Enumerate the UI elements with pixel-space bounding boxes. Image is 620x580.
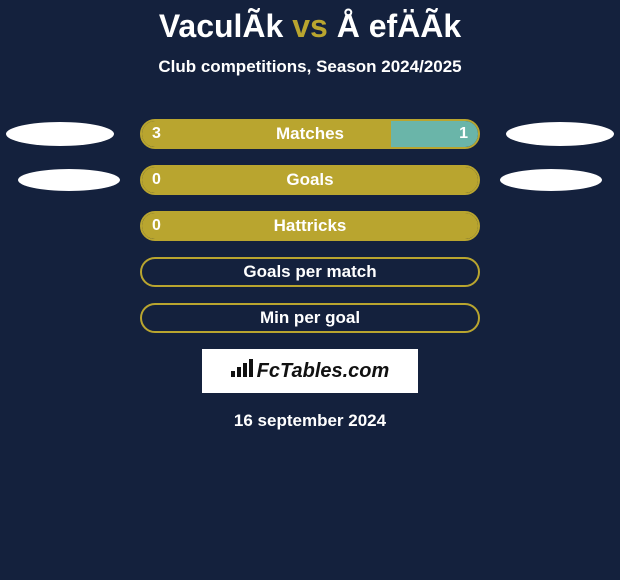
stat-row: Goals 0 (0, 165, 620, 195)
stat-row: Goals per match (0, 257, 620, 287)
vs-text: vs (292, 8, 328, 44)
stat-row: Min per goal (0, 303, 620, 333)
player1-name: VaculÃ­k (159, 8, 284, 44)
stat-row: Matches 3 1 (0, 119, 620, 149)
comparison-title: VaculÃ­k vs Å efÄÃ­k (0, 0, 620, 45)
stat-label: Matches (276, 124, 344, 144)
player2-name: Å efÄÃ­k (337, 8, 461, 44)
bar-left-fill (142, 121, 391, 147)
logo-label: FcTables.com (257, 360, 390, 383)
stat-label: Goals per match (243, 262, 376, 282)
stat-label: Min per goal (260, 308, 360, 328)
subtitle: Club competitions, Season 2024/2025 (0, 57, 620, 77)
stat-value-left: 0 (152, 171, 161, 189)
stat-bar: Min per goal (140, 303, 480, 333)
stat-value-left: 3 (152, 125, 161, 143)
stat-bar: Goals 0 (140, 165, 480, 195)
date-text: 16 september 2024 (0, 411, 620, 431)
stat-bar: Hattricks 0 (140, 211, 480, 241)
stat-label: Goals (286, 170, 333, 190)
stat-value-left: 0 (152, 217, 161, 235)
stat-bar: Matches 3 1 (140, 119, 480, 149)
stat-bar: Goals per match (140, 257, 480, 287)
logo-text: FcTables.com (231, 359, 390, 383)
stat-value-right: 1 (459, 125, 468, 143)
chart-icon (231, 359, 253, 383)
stat-row: Hattricks 0 (0, 211, 620, 241)
comparison-area: Matches 3 1 Goals 0 Hattricks 0 Goals per match… (0, 119, 620, 333)
stats-container: Matches 3 1 Goals 0 Hattricks 0 Goals per match… (0, 119, 620, 333)
stat-label: Hattricks (274, 216, 347, 236)
logo-box: FcTables.com (202, 349, 418, 393)
